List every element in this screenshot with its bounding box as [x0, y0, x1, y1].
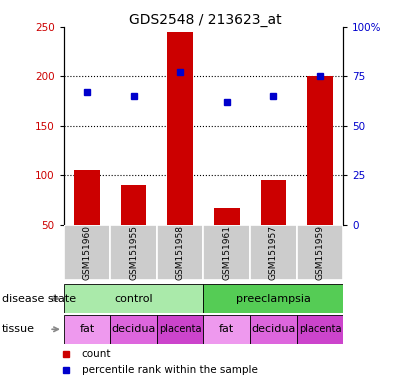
Text: GSM151959: GSM151959 — [315, 225, 324, 280]
Bar — [157, 315, 203, 344]
Bar — [214, 208, 240, 225]
Text: GDS2548 / 213623_at: GDS2548 / 213623_at — [129, 13, 282, 27]
Bar — [203, 315, 250, 344]
Bar — [74, 170, 100, 225]
Bar — [307, 76, 333, 225]
Text: percentile rank within the sample: percentile rank within the sample — [82, 366, 258, 376]
Bar — [64, 315, 110, 344]
Text: fat: fat — [219, 324, 234, 334]
Text: GSM151957: GSM151957 — [269, 225, 278, 280]
Bar — [110, 315, 157, 344]
Text: preeclampsia: preeclampsia — [236, 293, 311, 304]
Text: GSM151960: GSM151960 — [83, 225, 92, 280]
Bar — [121, 185, 146, 225]
Text: placenta: placenta — [299, 324, 341, 334]
Bar — [167, 32, 193, 225]
Bar — [203, 225, 250, 280]
Text: count: count — [82, 349, 111, 359]
Text: decidua: decidua — [251, 324, 296, 334]
Text: fat: fat — [79, 324, 95, 334]
Bar — [157, 225, 203, 280]
Text: GSM151961: GSM151961 — [222, 225, 231, 280]
Text: decidua: decidua — [111, 324, 156, 334]
Bar — [110, 225, 157, 280]
Text: GSM151958: GSM151958 — [175, 225, 185, 280]
Text: placenta: placenta — [159, 324, 201, 334]
Bar — [297, 225, 343, 280]
Text: control: control — [114, 293, 153, 304]
Text: disease state: disease state — [2, 293, 76, 304]
Bar — [250, 315, 297, 344]
Bar — [261, 180, 286, 225]
Text: tissue: tissue — [2, 324, 35, 334]
Text: GSM151955: GSM151955 — [129, 225, 138, 280]
Bar — [64, 225, 110, 280]
Bar — [297, 315, 343, 344]
Bar — [64, 284, 203, 313]
Bar — [203, 284, 343, 313]
Bar — [250, 225, 297, 280]
